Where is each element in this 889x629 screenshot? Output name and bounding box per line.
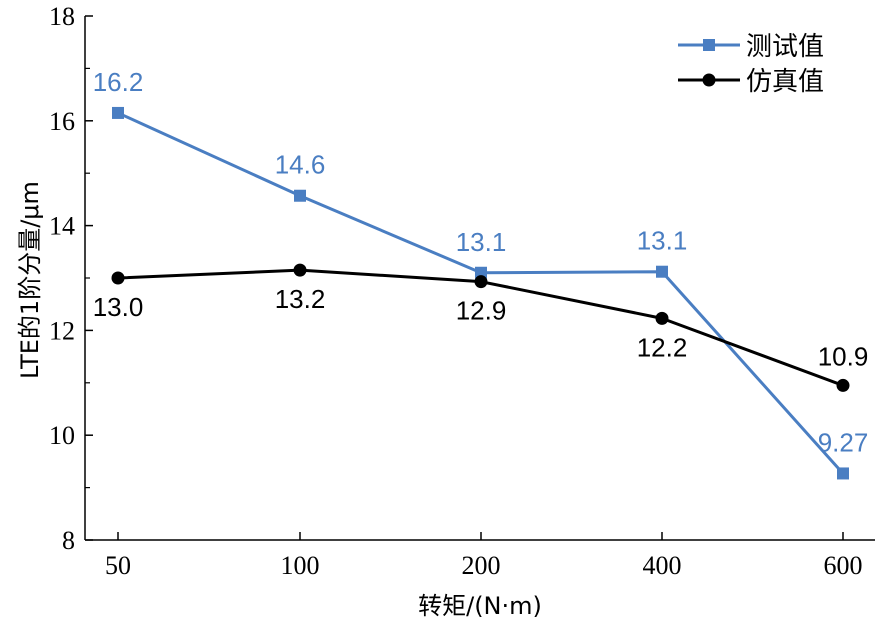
series-group bbox=[111, 106, 850, 480]
data-point-circle bbox=[293, 263, 307, 277]
data-point-square bbox=[475, 266, 487, 279]
data-label: 14.6 bbox=[275, 150, 326, 180]
y-tick-label: 10 bbox=[49, 421, 75, 450]
data-point-square bbox=[294, 189, 306, 202]
data-label: 13.1 bbox=[637, 226, 688, 256]
x-axis-title: 转矩/(N·m) bbox=[418, 592, 542, 620]
x-tick-label: 50 bbox=[105, 551, 131, 580]
y-tick-label: 18 bbox=[49, 2, 75, 31]
data-point-square bbox=[837, 467, 849, 480]
data-labels: 16.2 14.6 13.1 13.1 9.27 13.0 13.2 12.9 12.2 10.9 bbox=[93, 67, 869, 458]
data-label: 13.0 bbox=[93, 292, 144, 322]
data-point-circle bbox=[474, 275, 488, 289]
data-point-circle bbox=[111, 271, 125, 285]
data-label: 12.9 bbox=[456, 296, 507, 326]
data-label: 13.1 bbox=[456, 227, 507, 257]
x-tick-label: 100 bbox=[281, 551, 320, 580]
x-tick-label: 600 bbox=[824, 551, 863, 580]
data-label: 13.2 bbox=[275, 284, 326, 314]
y-tick-label: 16 bbox=[49, 107, 75, 136]
data-point-square bbox=[656, 265, 668, 278]
data-point-circle bbox=[836, 378, 850, 392]
y-tick-label: 14 bbox=[49, 212, 75, 241]
x-tick-label: 400 bbox=[643, 551, 682, 580]
data-label: 16.2 bbox=[93, 67, 144, 97]
legend-marker-square bbox=[703, 39, 715, 51]
legend-marker-circle bbox=[702, 73, 716, 87]
ticks: 8 10 12 14 16 18 50 100 200 400 600 bbox=[49, 2, 863, 580]
data-label: 9.27 bbox=[818, 427, 869, 457]
data-label: 12.2 bbox=[637, 332, 688, 362]
data-point-square bbox=[112, 106, 124, 119]
data-label: 10.9 bbox=[818, 341, 869, 371]
legend-entry-label: 测试值 bbox=[746, 32, 824, 62]
x-tick-label: 200 bbox=[462, 551, 501, 580]
data-point-circle bbox=[655, 311, 669, 325]
series-line-1 bbox=[117, 111, 845, 475]
legend-entry-label: 仿真值 bbox=[746, 67, 824, 97]
y-tick-label: 8 bbox=[62, 526, 75, 555]
y-tick-label: 12 bbox=[49, 316, 75, 345]
y-axis-title: LTE的1阶分量/μm bbox=[16, 181, 44, 379]
